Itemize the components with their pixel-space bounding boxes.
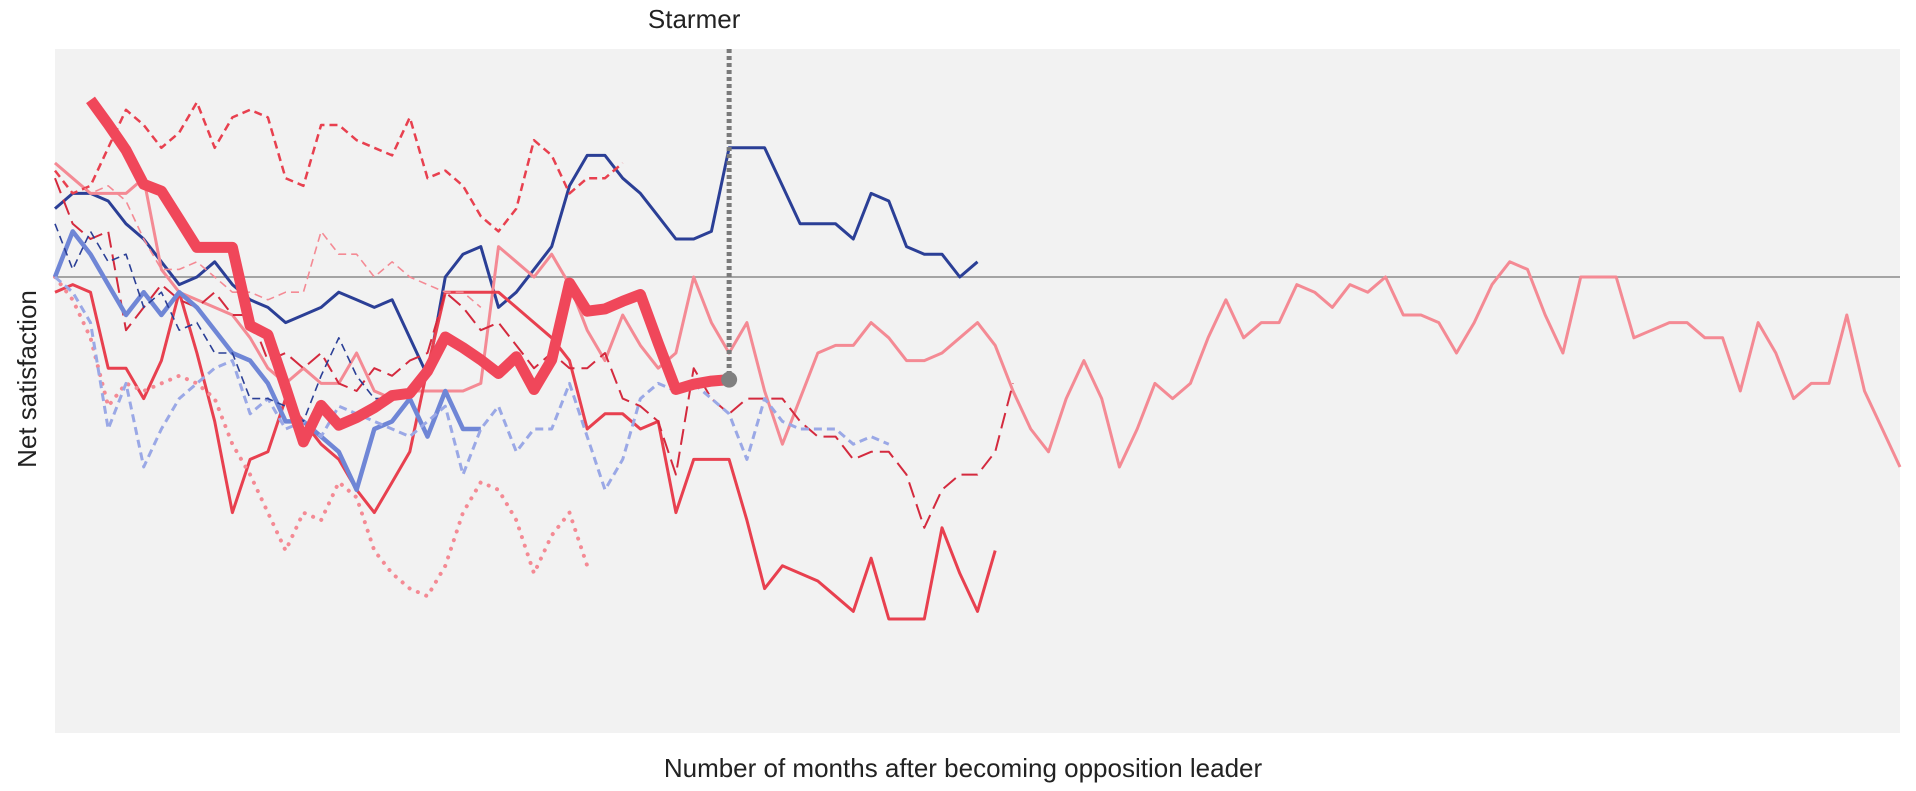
line-series <box>86 96 730 448</box>
series-label: Starmer <box>648 4 741 34</box>
plot-background <box>55 49 1900 733</box>
line-series <box>54 146 979 378</box>
line-series <box>54 283 997 621</box>
line-series <box>54 100 624 233</box>
line-series <box>54 177 1014 529</box>
series-end-marker <box>721 371 738 388</box>
line-series <box>54 223 429 423</box>
line-series <box>54 275 890 492</box>
x-axis-label: Number of months after becoming oppositi… <box>664 753 1263 783</box>
y-axis-label: Net satisfaction <box>12 290 42 468</box>
line-series <box>54 161 1902 469</box>
line-series <box>54 162 482 309</box>
line-series <box>53 275 590 599</box>
